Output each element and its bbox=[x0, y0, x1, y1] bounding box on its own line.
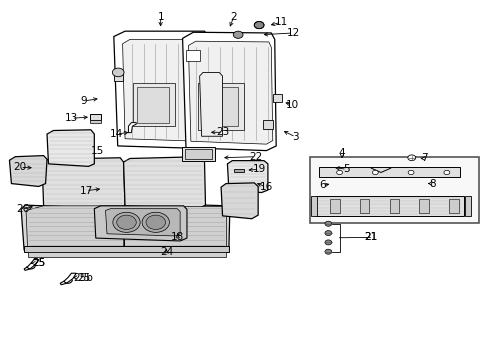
Polygon shape bbox=[105, 209, 180, 236]
Text: 6: 6 bbox=[319, 180, 325, 190]
Text: 17: 17 bbox=[79, 186, 92, 196]
Circle shape bbox=[113, 212, 140, 232]
Circle shape bbox=[407, 155, 415, 161]
Circle shape bbox=[146, 215, 165, 229]
Circle shape bbox=[254, 22, 264, 29]
Text: 5: 5 bbox=[343, 164, 349, 174]
Bar bbox=[114, 72, 122, 81]
Circle shape bbox=[325, 221, 331, 226]
Polygon shape bbox=[122, 40, 206, 141]
Bar bbox=[448, 199, 458, 213]
Text: 25: 25 bbox=[77, 273, 90, 283]
Text: 10: 10 bbox=[285, 100, 298, 110]
Bar bbox=[359, 199, 369, 213]
Circle shape bbox=[233, 31, 243, 39]
Bar bbox=[464, 196, 470, 216]
Bar bbox=[389, 199, 399, 213]
Text: 8: 8 bbox=[428, 179, 435, 189]
Bar bbox=[182, 147, 215, 161]
Text: 13: 13 bbox=[64, 113, 78, 123]
Text: 18: 18 bbox=[171, 232, 184, 242]
Polygon shape bbox=[188, 41, 272, 144]
Text: 21: 21 bbox=[364, 232, 377, 242]
Circle shape bbox=[336, 170, 342, 175]
Polygon shape bbox=[24, 246, 228, 252]
Bar bbox=[310, 157, 478, 223]
Text: 3: 3 bbox=[292, 132, 298, 142]
Text: 20: 20 bbox=[14, 162, 27, 172]
Circle shape bbox=[325, 240, 331, 245]
Circle shape bbox=[325, 249, 331, 254]
Text: 2: 2 bbox=[230, 12, 237, 22]
Bar bbox=[201, 87, 238, 126]
Polygon shape bbox=[24, 260, 39, 270]
Bar bbox=[185, 50, 199, 61]
Polygon shape bbox=[199, 72, 222, 136]
Circle shape bbox=[372, 170, 378, 175]
Text: 24: 24 bbox=[160, 247, 173, 257]
Polygon shape bbox=[26, 206, 123, 246]
Circle shape bbox=[407, 170, 413, 175]
Polygon shape bbox=[128, 123, 136, 133]
Polygon shape bbox=[9, 156, 47, 186]
Circle shape bbox=[117, 215, 136, 229]
Text: 25: 25 bbox=[32, 258, 45, 268]
Polygon shape bbox=[319, 167, 459, 177]
Bar bbox=[419, 199, 428, 213]
Text: 16: 16 bbox=[259, 182, 272, 192]
Circle shape bbox=[112, 68, 124, 77]
Polygon shape bbox=[114, 31, 210, 148]
Text: 1: 1 bbox=[157, 12, 163, 22]
Bar bbox=[329, 199, 339, 213]
Bar bbox=[184, 149, 212, 159]
Text: 4: 4 bbox=[338, 148, 345, 158]
Circle shape bbox=[443, 170, 449, 175]
Polygon shape bbox=[42, 158, 125, 209]
Text: 25b: 25b bbox=[74, 273, 93, 283]
Text: 15: 15 bbox=[90, 146, 103, 156]
Bar bbox=[90, 114, 101, 120]
Polygon shape bbox=[123, 206, 225, 246]
Bar bbox=[311, 196, 317, 216]
Polygon shape bbox=[182, 32, 276, 150]
Bar bbox=[233, 168, 243, 172]
Bar bbox=[137, 87, 168, 123]
Polygon shape bbox=[47, 130, 94, 166]
Circle shape bbox=[325, 230, 331, 235]
Text: 26: 26 bbox=[16, 204, 29, 215]
Circle shape bbox=[142, 212, 169, 232]
Bar bbox=[90, 121, 101, 123]
Text: 12: 12 bbox=[286, 28, 299, 38]
Bar bbox=[198, 83, 244, 130]
Polygon shape bbox=[227, 161, 267, 193]
Polygon shape bbox=[315, 196, 463, 216]
Polygon shape bbox=[221, 183, 258, 219]
Polygon shape bbox=[94, 206, 186, 241]
Bar bbox=[272, 94, 281, 102]
Text: 14: 14 bbox=[110, 129, 123, 139]
Polygon shape bbox=[27, 252, 225, 257]
Text: 21: 21 bbox=[364, 232, 377, 242]
Text: 7: 7 bbox=[421, 153, 427, 163]
Bar bbox=[263, 121, 272, 129]
Polygon shape bbox=[21, 205, 229, 252]
Polygon shape bbox=[60, 273, 76, 285]
Text: 22: 22 bbox=[248, 152, 262, 162]
Bar bbox=[133, 83, 174, 126]
Text: 9: 9 bbox=[80, 96, 87, 106]
Text: 11: 11 bbox=[274, 17, 287, 27]
Text: 19: 19 bbox=[252, 164, 265, 174]
Polygon shape bbox=[123, 157, 205, 209]
Text: 23: 23 bbox=[216, 127, 229, 137]
Text: 25: 25 bbox=[32, 258, 45, 268]
